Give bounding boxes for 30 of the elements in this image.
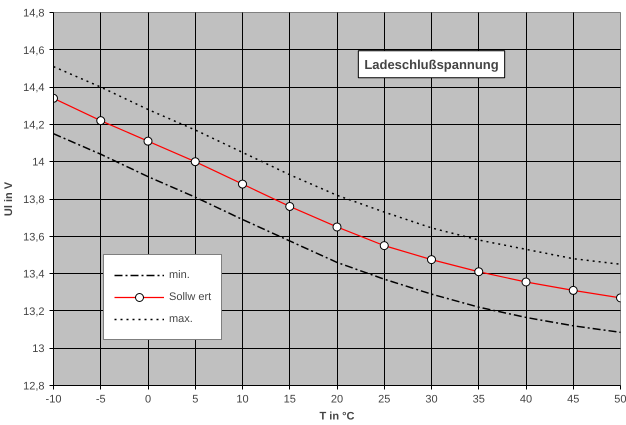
y-tick-label: 14 [32,156,45,169]
y-tick-label: 13,4 [23,268,45,281]
y-axis-title: Ul in V [3,181,16,216]
x-tick-label: 20 [330,394,344,406]
x-tick-label: 45 [567,394,580,406]
y-tick-label: 14,4 [23,82,45,94]
legend-label: max. [169,313,193,325]
x-tick-label: 30 [425,394,438,406]
y-tick-label: 13,6 [23,231,45,244]
x-tick-label: 15 [284,394,296,406]
y-tick-label: 14,8 [23,8,45,20]
x-tick-label: 35 [472,394,485,406]
legend-label: min. [169,269,190,281]
text: Ladeschlußspannung [364,56,499,72]
y-tick-label: 13 [32,343,45,356]
x-tick-label: 0 [144,394,152,406]
y-tick-label: 12,8 [23,380,45,392]
x-tick-label: 5 [192,394,198,406]
x-tick-label: 40 [520,394,532,406]
y-tick-label: 14,6 [23,44,45,57]
y-tick-label: 13,2 [23,306,45,318]
y-tick-label: 14,2 [23,119,45,132]
x-tick-label: -10 [46,394,62,406]
x-tick-label: 50 [614,394,626,406]
x-tick-label: 10 [236,394,249,406]
y-tick-label: 13,8 [23,194,45,206]
x-tick-label: 25 [378,394,390,406]
legend-label: Sollw ert [169,291,212,303]
x-axis-title: T in °C [320,410,355,422]
x-tick-label: -5 [96,394,106,406]
